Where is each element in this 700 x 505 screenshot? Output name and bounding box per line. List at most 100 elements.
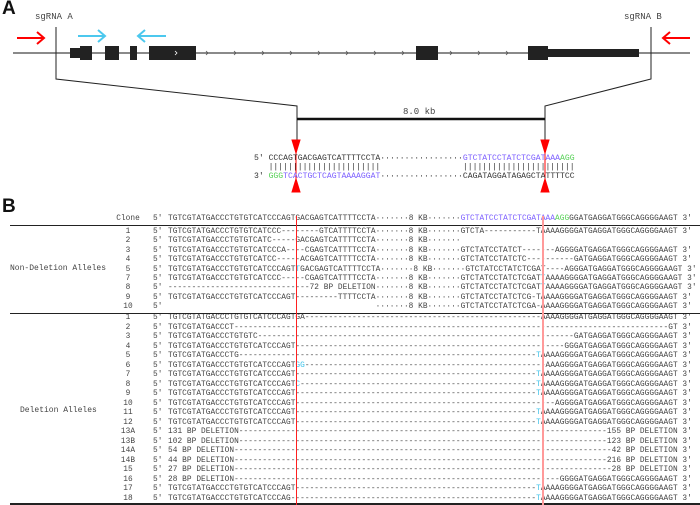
- sequence-segment: TGTCGTATGACCCTGTGTCATCCCAGT: [168, 399, 296, 408]
- group-divider: [10, 313, 700, 314]
- green-bases: AGG: [555, 215, 570, 223]
- deletion-row: 1 5′ TGTCGTATGACCCTGTGTCATCCCAGTGA--------…: [0, 314, 700, 323]
- three-prime-label: 3′: [677, 314, 692, 322]
- deletion-gap: ----------------------------------------…: [295, 485, 537, 493]
- gene-diagram: [13, 27, 690, 193]
- sequence-segment: ·······8 KB·······: [375, 215, 461, 223]
- sequence-segment: TGTCGTATGACCCTGTGTCATC-----GACGAGTCATTTT…: [168, 237, 461, 246]
- sequence-segment: TGTCGTATGACCCTGTGTCATCCC-----CGAGTCATTTT…: [168, 275, 541, 283]
- cut-site-right: [540, 139, 550, 193]
- sequence-segment: 28 BP DELETION: [611, 466, 678, 474]
- non-deletion-row: 1 5′ TGTCGTATGACCCTGTGTCATCCC--------GTCAT…: [0, 228, 700, 237]
- header-row: Clone 5′ TGTCGTATGACCCTGTGTCATCCCAGTGACGAG…: [0, 215, 700, 224]
- bottom-strand-dots: ·················: [380, 172, 463, 181]
- zoom-lines: [55, 27, 652, 140]
- five-prime-label: 5′: [153, 215, 163, 223]
- five-prime-label: 5′: [153, 447, 163, 455]
- deletion-row: 2 5′ TGTCGTATGACCCT-----------------------…: [0, 324, 700, 333]
- clone-id: 8: [125, 284, 131, 293]
- deletion-gap: ----------------------------------------…: [234, 475, 560, 484]
- deletion-gap: ----------------------------------------…: [290, 494, 537, 503]
- sequence-segment: 54 BP DELETION: [168, 447, 235, 455]
- deletion-row: 17 5′ TGTCGTATGACCCTGTGTCATCCCAGT---------…: [0, 485, 700, 494]
- sequence: TGTCGTATGACCCTGTGTCATCCCAGTC------------…: [168, 381, 692, 390]
- red-arrow-left-icon: [661, 31, 690, 45]
- intron-chevrons: [174, 50, 509, 56]
- sgrna-a-target: TCACTGCTCAGTAAAAGGAT: [283, 172, 381, 181]
- deletion-row: 7 5′ TGTCGTATGACCCTGTGTCATCCCAGT----------…: [0, 371, 700, 380]
- sequence-segment: TGTCGTATGACCCTGTGTCATCCCAGT: [168, 418, 296, 427]
- inserted-bases: T: [295, 265, 301, 274]
- deletion-gap: ----------------------------------------…: [295, 390, 537, 398]
- clone-id: 12: [123, 418, 133, 427]
- sequence-segment: TGTCGTATGACCCTGTGTCATCCCAG: [168, 494, 291, 503]
- clone-id: 2: [125, 237, 131, 246]
- three-prime-label: 3′: [677, 293, 692, 302]
- deletion-gap: ----------------------------------------…: [295, 371, 537, 379]
- five-prime-label: 5′: [153, 456, 163, 465]
- sequence-segment: AAAAGGGGATGAGGATGGGCAGGGGAAGT: [540, 380, 678, 389]
- sequence: TGTCGTATGACCCTGTGTCATCCCAGT-------------…: [168, 343, 692, 352]
- clone-id: 13B: [120, 437, 136, 446]
- five-prime-label: 5′: [153, 265, 163, 274]
- deletion-gap: ----------------------------------------…: [234, 447, 612, 455]
- sequence: TGTCGTATGACCCTG-------------------------…: [168, 352, 692, 361]
- clone-id: 14A: [120, 447, 136, 455]
- deletion-row: 8 5′ TGTCGTATGACCCTGTGTCATCCCAGTC---------…: [0, 381, 700, 390]
- deletion-gap: ----------------------------------------…: [300, 380, 537, 389]
- five-prime-label: 5′: [153, 256, 163, 265]
- sequence: TGTCGTATGACCCT--------------------------…: [168, 324, 692, 333]
- inserted-bases: T: [536, 371, 541, 379]
- pairing-right: |||||||||||||||||||||||: [462, 163, 575, 172]
- clone-id: 7: [125, 371, 131, 379]
- sequence-segment: TGTCGTATGACCCTGTGTCATCCCAGT: [168, 215, 296, 223]
- red-arrow-right-icon: [17, 31, 46, 45]
- sequence-segment: 28 BP DELETION: [168, 475, 235, 484]
- strand-prefix: 5′: [254, 154, 264, 163]
- bottom-strand: 3′ GGGTCACTGCTCAGTAAAAGGAT··············…: [254, 172, 575, 182]
- three-prime-label: 3′: [677, 228, 692, 236]
- clone-id: 10: [123, 303, 133, 312]
- deletion-row: 13A 5′ 131 BP DELETION--------------------…: [0, 428, 700, 437]
- clone-id: 4: [125, 256, 131, 265]
- sequence-segment: GACGAGTCATTTTCCTA·······8 KB·······GTCTA…: [300, 265, 683, 274]
- sequence-segment: 155 BP DELETION: [606, 428, 678, 436]
- three-prime-label: 3′: [677, 475, 692, 484]
- non-deletion-row: 2 5′ TGTCGTATGACCCTGTGTCATC-----GACGAGTCAT…: [0, 237, 700, 246]
- sequence: ·······8 KB·······GTCTATCCTATCTCGA-AAAAG…: [168, 303, 692, 312]
- sequence: 27 BP DELETION--------------------------…: [168, 466, 692, 475]
- sequence: TGTCGTATGACCCTGTGTCATCCCA----CGAGTCATTTT…: [168, 247, 692, 256]
- sequence: TGTCGTATGACCCTGTGTCATCCCAGT-------------…: [168, 371, 692, 380]
- sequence-segment: GGATGAGGATGGGCAGGGGAAGT: [569, 215, 678, 223]
- base-pairing: ||||||||||||||||||||||| ||||||||||||||||…: [254, 163, 575, 173]
- sequence-segment: AAAAGGGGATGAGGATGGGCAGGGGAAGT: [540, 371, 678, 379]
- non-deletion-row: 3 5′ TGTCGTATGACCCTGTGTCATCCCA----CGAGTCAT…: [0, 247, 700, 256]
- non-deletion-alleles-label: Non-Deletion Alleles: [10, 264, 107, 273]
- clone-id: 16: [123, 475, 133, 484]
- sgrna-b-target: GTCTATCCTATCTCGATAAA: [462, 154, 561, 163]
- sequence-segment: TGTCGTATGACCCTGTGTCATCCCAGT: [168, 485, 296, 493]
- five-prime-label: 5′: [153, 275, 163, 283]
- exon-6-utr: [548, 49, 639, 57]
- inserted-bases: T: [536, 390, 541, 398]
- clone-id: 1: [125, 314, 131, 322]
- sequence-segment: TGTCGTATGACCCTGTGTCATCCCAGT: [168, 390, 296, 398]
- deletion-gap: ----------------------------------------…: [234, 466, 612, 474]
- five-prime-label: 5′: [153, 475, 163, 484]
- sequence-segment: TGTCGTATGACCCTGTGTCATCCCAGT: [168, 342, 296, 351]
- deletion-row: 15 5′ 27 BP DELETION----------------------…: [0, 466, 700, 475]
- three-prime-label: 3′: [677, 409, 692, 417]
- top-strand: 5′ CCCAGTGACGAGTCATTTTCCTA··············…: [254, 154, 575, 164]
- sequence: TGTCGTATGACCCTGTGTCATCCCAGTGA-----------…: [168, 314, 692, 323]
- exon-4: [149, 46, 196, 60]
- clone-id: 18: [123, 494, 133, 503]
- sequence-segment: AAAGGGGATGAGGATGGGCAGGGGAAGT: [545, 361, 678, 370]
- sequence: TGTCGTATGACCCTGTGTCATCCCAG--------------…: [168, 495, 692, 504]
- sequence-segment: TGTCGTATGACCCTGTGTCATCCCAGT: [168, 371, 296, 379]
- sequence: TGTCGTATGACCCTGTGTCATCCCAGTGG-----------…: [168, 362, 692, 371]
- deletion-row: 11 5′ TGTCGTATGACCCTGTGTCATCCCAGT---------…: [0, 409, 700, 418]
- five-prime-label: 5′: [153, 428, 163, 436]
- deletion-row: 16 5′ 28 BP DELETION----------------------…: [0, 476, 700, 485]
- sequence-segment: AAAAGGGGATGAGGATGGGCAGGGGAAGT: [540, 409, 678, 417]
